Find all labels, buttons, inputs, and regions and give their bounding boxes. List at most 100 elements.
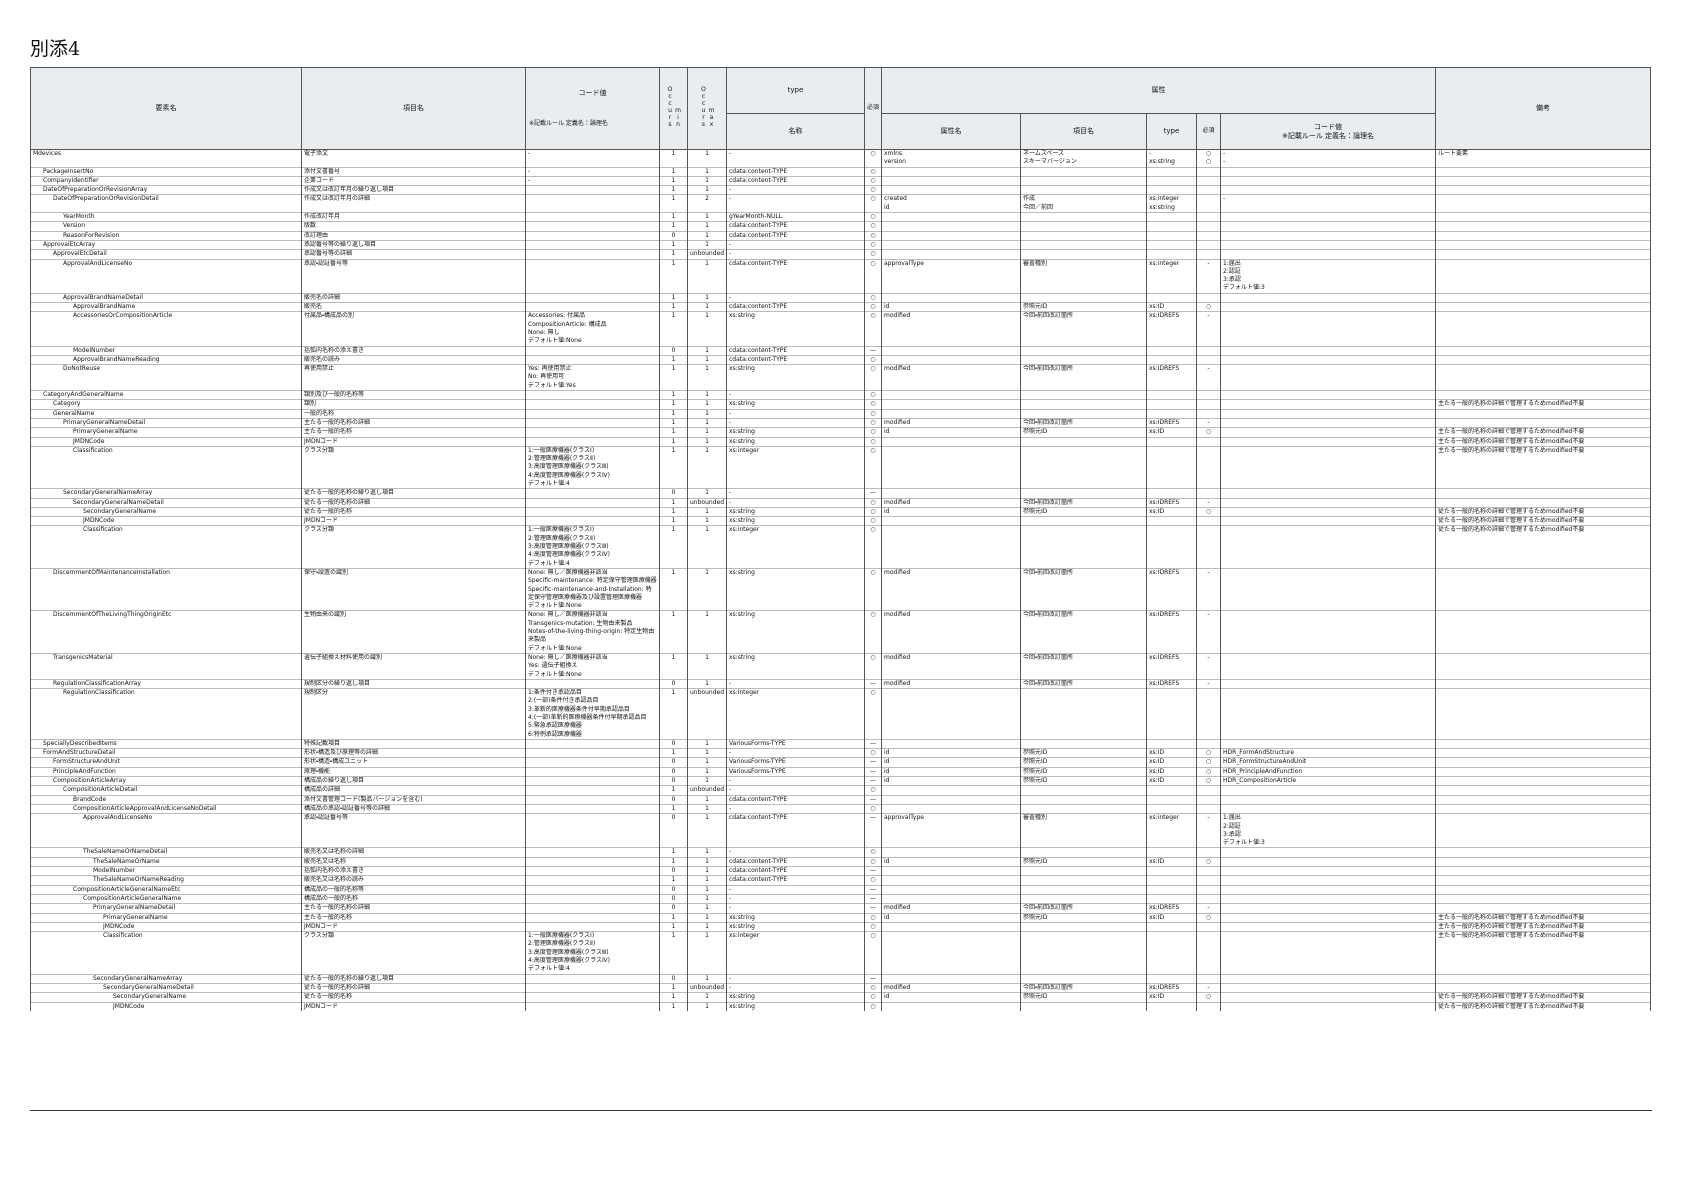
cell-item: 付属品・構成品の別: [301, 311, 526, 347]
cell-element: CompositionArticleDetail: [30, 785, 302, 796]
cell-attr-code: [1219, 427, 1437, 437]
table-row: Classification クラス分類 1:一般医療機器(クラスⅠ) 2:管理医療…: [30, 445, 1652, 489]
cell-attr-item: [1020, 166, 1147, 177]
cell-type: -: [726, 149, 865, 168]
cell-required: ○: [864, 992, 882, 1002]
cell-attr-required: [1196, 893, 1221, 904]
cell-attr-item: 参照元ID: [1020, 748, 1147, 758]
cell-attr-name: modified: [881, 311, 1021, 347]
table-row: Classification クラス分類 1:一般医療機器(クラスⅠ) 2:管理医療…: [30, 931, 1652, 975]
cell-required: ○: [864, 912, 882, 923]
cell-code: [525, 506, 660, 517]
table-row: SecondaryGeneralName 従たる一般的名称 1 1 xs:string ○…: [30, 506, 1652, 517]
cell-required: —: [864, 345, 882, 356]
cell-attr-item: [1020, 185, 1147, 195]
cell-max: 1: [687, 408, 727, 419]
cell-attr-code: [1219, 912, 1437, 923]
cell-min: 0: [659, 813, 688, 848]
cell-code: [525, 417, 660, 428]
cell-min: 0: [659, 345, 688, 356]
cell-attr-required: ○: [1196, 766, 1221, 777]
cell-code: 1:条件付き承認品目 2:(一部)条件付き承認品目 3:革新的医療機器条件付早期…: [525, 688, 660, 740]
cell-element: PrimaryGeneralNameDetail: [30, 417, 302, 428]
cell-attr-required: -: [1196, 652, 1221, 680]
cell-attr-item: 参照元ID: [1020, 766, 1147, 777]
cell-max: 1: [687, 776, 727, 786]
cell-max: 1: [687, 893, 727, 904]
cell-attr-name: id: [881, 912, 1021, 923]
cell-code: [525, 436, 660, 447]
cell-element: ModelNumber: [30, 345, 302, 356]
cell-max: 1: [687, 436, 727, 447]
cell-attr-item: [1020, 399, 1147, 410]
cell-attr-code: [1219, 903, 1437, 914]
cell-min: 1: [659, 302, 688, 312]
table-row: ApprovalBrandNameReading 販売名の読み 1 1 cdata:co…: [30, 354, 1652, 365]
cell-min: 1: [659, 688, 688, 740]
cell-item: 販売名の読み: [301, 354, 526, 365]
cell-attr-code: -: [1219, 194, 1437, 213]
cell-element: ApprovalBrandNameDetail: [30, 292, 302, 303]
cell-attr-type: [1146, 525, 1197, 569]
cell-note: [1435, 856, 1652, 867]
table-row: SecondaryGeneralNameArray 従たる一般的名称の繰り返し項目…: [30, 973, 1652, 984]
cell-type: cdata:content-TYPE: [726, 345, 865, 356]
cell-type: gYearMonth-NULL: [726, 212, 865, 222]
cell-attr-type: xs:integer: [1146, 813, 1197, 848]
cell-item: 一般的名称: [301, 408, 526, 419]
cell-required: ○: [864, 567, 882, 611]
cell-attr-name: [881, 516, 1021, 526]
cell-attr-item: [1020, 525, 1147, 569]
cell-code: [525, 678, 660, 689]
cell-element: RegulationClassificationArray: [30, 678, 302, 689]
header-attr-type: type: [1146, 113, 1197, 150]
cell-attr-required: [1196, 847, 1221, 858]
cell-max: 1: [687, 417, 727, 428]
cell-min: 1: [659, 364, 688, 391]
cell-element: ApprovalEtcDetail: [30, 249, 302, 260]
table-row: CompositionArticleGeneralName 構成品の一般的名称 0 1…: [30, 893, 1652, 904]
cell-element: Classification: [30, 931, 302, 975]
cell-min: 1: [659, 497, 688, 508]
header-item: 項目名: [301, 67, 526, 150]
cell-attr-required: ○ ○: [1196, 149, 1221, 168]
cell-attr-code: [1219, 982, 1437, 993]
cell-attr-item: 今回・前回改訂箇所: [1020, 364, 1147, 391]
cell-note: [1435, 893, 1652, 904]
cell-item: クラス分類: [301, 525, 526, 569]
table-row: ApprovalEtcDetail 承認番号等の詳細 1 unbounded - ○: [30, 249, 1652, 260]
cell-type: -: [726, 185, 865, 195]
cell-attr-code: HDR_FormAndStructure: [1219, 748, 1437, 758]
cell-type: xs:string: [726, 992, 865, 1002]
cell-max: 1: [687, 516, 727, 526]
cell-code: [525, 875, 660, 886]
cell-attr-code: [1219, 221, 1437, 232]
cell-attr-code: [1219, 884, 1437, 895]
cell-attr-item: [1020, 345, 1147, 356]
cell-type: cdata:content-TYPE: [726, 866, 865, 876]
cell-code: [525, 399, 660, 410]
table-row: FormStructureAndUnit 形状・構造・構成ユニット 0 1 Variou…: [30, 757, 1652, 768]
cell-type: VariousForms-TYPE: [726, 757, 865, 768]
cell-attr-code: [1219, 230, 1437, 241]
cell-max: 1: [687, 149, 727, 168]
cell-element: CompositionArticleGeneralNameEtc: [30, 884, 302, 895]
cell-attr-type: [1146, 408, 1197, 419]
table-row: RegulationClassificationArray 規制区分の繰り返し項目…: [30, 678, 1652, 689]
table-row: SecondaryGeneralNameArray 従たる一般的名称の繰り返し項目…: [30, 488, 1652, 499]
table-row: SecondaryGeneralName 従たる一般的名称 1 1 xs:string ○…: [30, 992, 1652, 1002]
cell-code: [525, 982, 660, 993]
cell-attr-code: [1219, 688, 1437, 740]
cell-type: -: [726, 488, 865, 499]
cell-type: xs:integer: [726, 688, 865, 740]
cell-attr-item: 今回・前回改訂箇所: [1020, 982, 1147, 993]
cell-type: -: [726, 785, 865, 796]
cell-type: xs:string: [726, 1001, 865, 1011]
cell-min: 1: [659, 652, 688, 680]
cell-note: [1435, 813, 1652, 848]
cell-code: [525, 497, 660, 508]
cell-attr-required: [1196, 389, 1221, 400]
cell-attr-name: modified: [881, 903, 1021, 914]
cell-required: ○: [864, 311, 882, 347]
